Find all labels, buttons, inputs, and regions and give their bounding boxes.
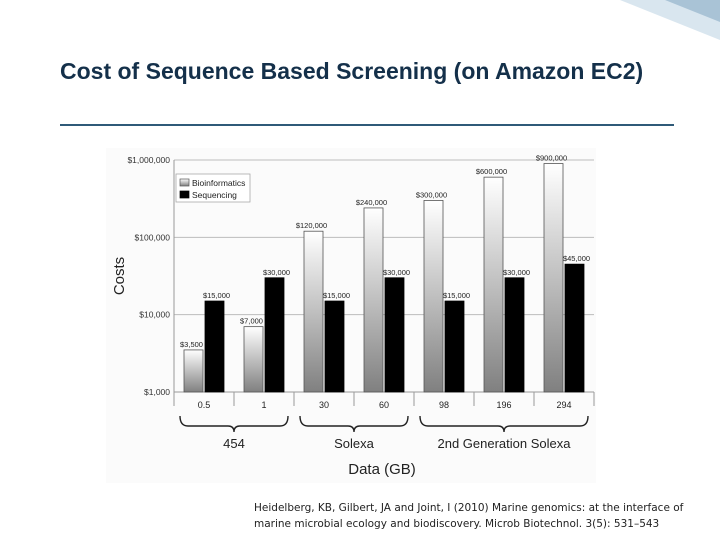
legend-swatch-sequencing <box>179 190 190 199</box>
bar-bioinformatics-196 <box>483 176 504 393</box>
data-label: $30,000 <box>503 268 530 277</box>
x-tick-label: 60 <box>379 400 389 410</box>
bar-sequencing-60 <box>384 277 405 393</box>
x-tick-label: 294 <box>556 400 571 410</box>
data-label: $900,000 <box>536 154 567 163</box>
bar-bioinformatics-294 <box>543 163 564 393</box>
data-label: $120,000 <box>296 221 327 230</box>
data-label: $240,000 <box>356 198 387 207</box>
title-divider <box>60 124 674 126</box>
group-label: Solexa <box>334 436 375 451</box>
y-axis-label: Costs <box>111 257 128 295</box>
data-label: $300,000 <box>416 190 447 199</box>
bar-bioinformatics-0.5 <box>183 349 204 393</box>
legend-label: Sequencing <box>192 190 237 200</box>
x-tick-label: 1 <box>261 400 266 410</box>
x-tick-label: 196 <box>496 400 511 410</box>
data-label: $15,000 <box>443 291 470 300</box>
y-tick-label: $10,000 <box>139 310 170 320</box>
citation-text: Heidelberg, KB, Gilbert, JA and Joint, I… <box>254 502 684 530</box>
x-tick-label: 30 <box>319 400 329 410</box>
bar-sequencing-294 <box>564 263 585 393</box>
x-axis-label: Data (GB) <box>348 461 416 478</box>
group-brace <box>179 415 289 433</box>
group-label: 454 <box>223 436 245 451</box>
bar-sequencing-196 <box>504 277 525 393</box>
y-tick-label: $1,000 <box>144 387 170 397</box>
data-label: $30,000 <box>263 268 290 277</box>
data-label: $45,000 <box>563 254 590 263</box>
corner-decoration <box>620 0 720 40</box>
cost-bar-chart: $1,000 $10,000 $100,000 $1,000,000 $3,500 $7… <box>106 148 596 483</box>
data-label: $15,000 <box>323 291 350 300</box>
data-label: $7,000 <box>240 317 263 326</box>
x-tick-label: 98 <box>439 400 449 410</box>
legend-swatch-bioinformatics <box>179 178 190 187</box>
bar-bioinformatics-98 <box>423 200 444 393</box>
bar-sequencing-0.5 <box>204 300 225 393</box>
bar-sequencing-30 <box>324 300 345 393</box>
y-tick-label: $1,000,000 <box>127 155 170 165</box>
bar-sequencing-1 <box>264 277 285 393</box>
x-tick-label: 0.5 <box>198 400 211 410</box>
data-label: $3,500 <box>180 340 203 349</box>
chart-container: $1,000 $10,000 $100,000 $1,000,000 $3,500 $7… <box>106 148 596 488</box>
group-label: 2nd Generation Solexa <box>438 436 572 451</box>
data-label: $30,000 <box>383 268 410 277</box>
slide-title: Cost of Sequence Based Screening (on Ama… <box>60 58 644 84</box>
data-label: $15,000 <box>203 291 230 300</box>
corner-shape-dark <box>665 0 720 22</box>
y-tick-label: $100,000 <box>135 232 171 242</box>
legend-label: Bioinformatics <box>192 178 245 188</box>
data-label: $600,000 <box>476 167 507 176</box>
group-brace <box>419 415 589 433</box>
bar-bioinformatics-30 <box>303 230 324 393</box>
bar-sequencing-98 <box>444 300 465 393</box>
bar-bioinformatics-60 <box>363 207 384 393</box>
group-brace <box>299 415 409 433</box>
bar-bioinformatics-1 <box>243 326 264 393</box>
